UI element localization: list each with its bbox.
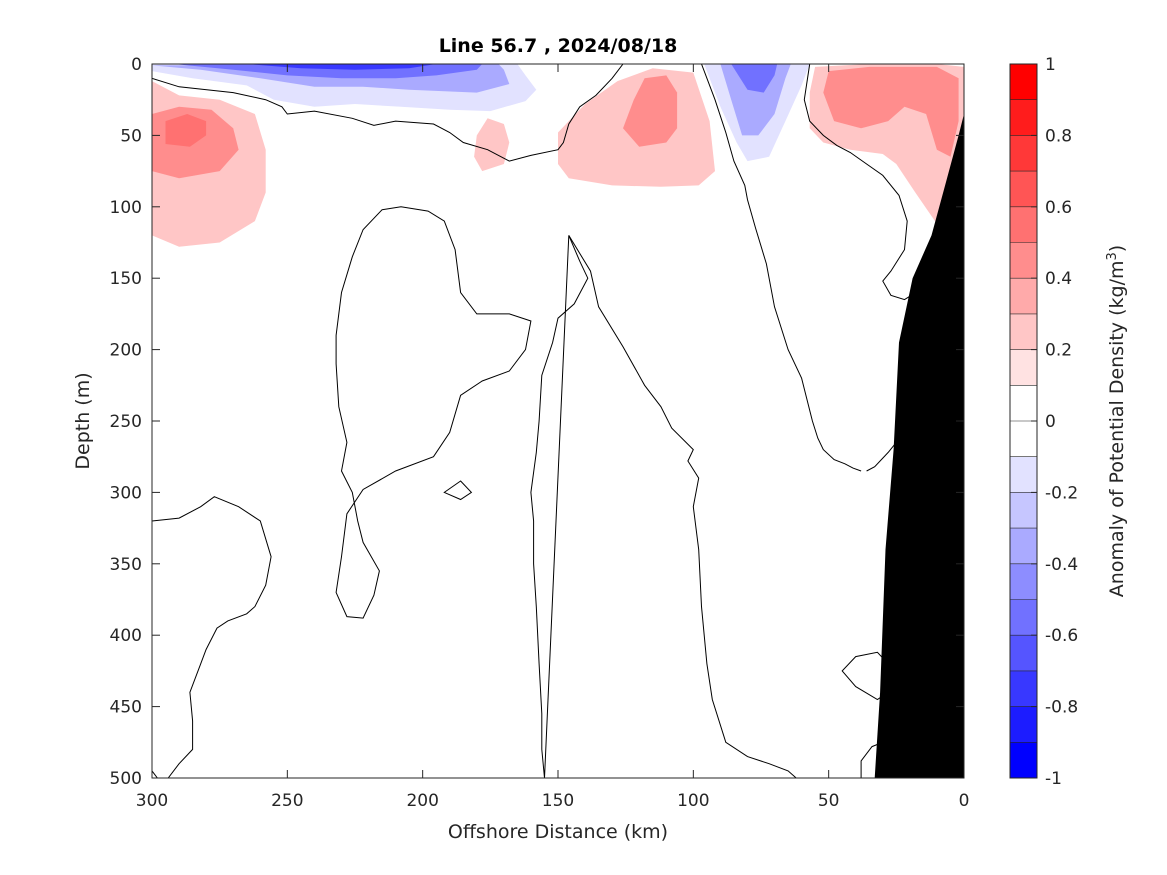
colorbar-swatch (1010, 278, 1037, 315)
colorbar-swatch (1010, 349, 1037, 386)
colorbar-swatch (1010, 135, 1037, 172)
x-axis-label: Offshore Distance (km) (448, 821, 668, 843)
x-tick-label: 50 (818, 791, 840, 811)
y-tick-label: 350 (110, 555, 142, 575)
colorbar-tick-label: -1 (1045, 769, 1062, 789)
plot-background (152, 64, 964, 778)
colorbar-swatch (1010, 421, 1037, 458)
positive-anomaly-region (823, 66, 959, 157)
zero-contour-line (443, 480, 473, 501)
negative-anomaly-region (246, 64, 437, 70)
zero-contour-line (152, 770, 158, 778)
chart-title: Line 56.7 , 2024/08/18 (439, 35, 678, 57)
negative-anomaly-region (731, 64, 778, 93)
seafloor-bathymetry (874, 114, 964, 778)
colorbar-tick-label: 0 (1045, 412, 1056, 432)
negative-anomaly-region (720, 64, 791, 136)
x-tick-label: 200 (406, 791, 438, 811)
zero-contour-line (701, 64, 862, 472)
positive-anomaly-region (623, 75, 678, 147)
bathymetry-layer (874, 114, 964, 778)
colorbar-swatch (1010, 64, 1037, 101)
colorbar-swatch (1010, 206, 1037, 243)
y-tick-label: 200 (110, 341, 142, 361)
x-axis: 300 250 200 150 100 50 0 (136, 64, 970, 811)
y-tick-label: 300 (110, 483, 142, 503)
colorbar-tick-label: 0.6 (1045, 198, 1072, 218)
colorbar-tick-label: -0.2 (1045, 483, 1078, 503)
colorbar-swatch (1010, 492, 1037, 529)
colorbar-swatch (1010, 313, 1037, 350)
colorbar-swatch (1010, 528, 1037, 565)
y-tick-label: 500 (110, 769, 142, 789)
colorbar-tick-label: -0.4 (1045, 555, 1078, 575)
colorbar-tick-label: 0.4 (1045, 269, 1072, 289)
x-tick-label: 100 (677, 791, 709, 811)
y-tick-label: 50 (120, 126, 142, 146)
y-tick-label: 150 (110, 269, 142, 289)
y-tick-label: 450 (110, 698, 142, 718)
positive-anomaly-region (165, 114, 207, 147)
colorbar-swatch (1010, 456, 1037, 493)
colorbar-tick-label: 0.2 (1045, 341, 1072, 361)
colorbar-swatch (1010, 670, 1037, 707)
zero-contour-line (530, 235, 589, 778)
x-tick-label: 0 (959, 791, 970, 811)
colorbar-swatch (1010, 385, 1037, 422)
zero-contour-line (152, 496, 272, 778)
x-tick-label: 150 (542, 791, 574, 811)
colorbar-swatch (1010, 635, 1037, 672)
x-tick-label: 300 (136, 791, 168, 811)
colorbar-tick-label: 0.8 (1045, 126, 1072, 146)
colorbar-tick-label: -0.6 (1045, 626, 1078, 646)
colorbar-label: Anomaly of Potential Density (kg/m3) (1105, 245, 1128, 597)
colorbar-tick-label: 1 (1045, 55, 1056, 75)
colorbar-swatch (1010, 599, 1037, 636)
y-tick-label: 0 (131, 55, 142, 75)
y-axis-label: Depth (m) (72, 372, 94, 469)
colorbar-swatch (1010, 242, 1037, 279)
colorbar-swatch (1010, 171, 1037, 208)
colorbar-swatch (1010, 706, 1037, 743)
y-tick-label: 100 (110, 198, 142, 218)
density-fill-layer (152, 64, 964, 247)
x-tick-label: 250 (271, 791, 303, 811)
colorbar-swatch (1010, 742, 1037, 779)
y-tick-label: 250 (110, 412, 142, 432)
zero-contour-line (152, 64, 624, 162)
y-axis: 0 50 100 150 200 250 300 350 400 450 500 (110, 55, 964, 789)
colorbar-tick-label: -0.8 (1045, 698, 1078, 718)
zero-contour-line (568, 235, 797, 778)
y-tick-label: 400 (110, 626, 142, 646)
colorbar-swatch (1010, 563, 1037, 600)
colorbar: 1 0.8 0.6 0.4 0.2 0 -0.2 -0.4 -0.6 -0.8 -1 (1009, 55, 1078, 789)
zero-contour-line (335, 206, 532, 619)
positive-anomaly-region (474, 118, 510, 172)
colorbar-swatch (1010, 99, 1037, 136)
